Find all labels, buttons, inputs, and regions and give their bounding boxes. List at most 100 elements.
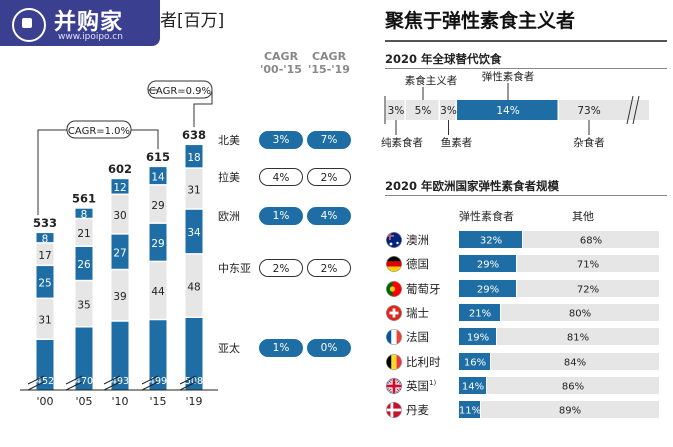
- left-chart-title: 者[百万]: [160, 11, 225, 31]
- flexitarian-value: 14%: [462, 381, 484, 392]
- global-diet-rule: [385, 68, 667, 69]
- country-name: 法国: [406, 329, 429, 345]
- bar-label-3: 17: [38, 250, 51, 262]
- germany-flag-icon: [386, 256, 402, 273]
- cagr-header-1-period: '00-'15: [260, 63, 302, 76]
- country-bar: 14% 86%: [459, 376, 659, 394]
- right-panel-title: 聚焦于弹性素食主义者: [385, 10, 576, 32]
- flexitarian-value: 11%: [459, 406, 481, 417]
- diet-category-label: 鱼素者: [441, 136, 473, 149]
- country-name-text: 德国: [406, 257, 429, 272]
- col-header-flexitarian: 弹性素食者: [459, 210, 514, 223]
- cagr-pill-1: 2%: [259, 259, 303, 277]
- bar-label-asia: 508: [185, 376, 203, 387]
- portugal-flag-icon: [386, 280, 402, 297]
- diet-category-label: 弹性素食者: [482, 70, 535, 83]
- australia-flag-icon: [386, 232, 402, 248]
- x-tick-label: '05: [75, 395, 92, 408]
- bar-total-label: 533: [33, 216, 57, 230]
- bar-segment-1: [185, 254, 203, 317]
- other-bar: [487, 376, 659, 394]
- bar-segment-4: [185, 145, 203, 168]
- logo-url: www.ipoipo.cn: [58, 32, 123, 42]
- country-name: 丹麦: [406, 402, 429, 418]
- bar-label-4: 8: [42, 233, 49, 245]
- cagr-callout-00-15-text: CAGR=1.0%: [68, 126, 130, 137]
- country-bar: 21% 80%: [459, 303, 659, 321]
- flexitarian-value: 19%: [467, 333, 489, 344]
- bar-segment-2: [111, 234, 129, 269]
- country-bar: 29% 72%: [459, 279, 659, 297]
- other-bar: [481, 401, 659, 419]
- diet-value-label: 3%: [440, 105, 457, 117]
- bar-label-3: 30: [113, 210, 126, 222]
- cagr-pill-2: 4%: [307, 207, 351, 225]
- bar-total-label: 602: [108, 162, 132, 176]
- bar-label-1: 44: [151, 286, 165, 298]
- x-tick-label: '19: [185, 395, 202, 408]
- global-diet-title: 2020 年全球替代饮食: [385, 52, 502, 66]
- country-name: 葡萄牙: [406, 281, 441, 297]
- bar-label-4: 12: [113, 182, 126, 194]
- diet-value-label: 5%: [415, 105, 432, 117]
- region-label: 中东亚: [218, 262, 251, 275]
- x-tick-label: '00: [36, 395, 53, 408]
- bar-label-2: 27: [113, 247, 126, 259]
- diet-category-label: 纯素食者: [381, 136, 423, 149]
- bar-label-asia: 452: [36, 376, 54, 387]
- logo-icon: [12, 8, 46, 42]
- other-bar: [517, 279, 659, 297]
- bar-segment-3: [111, 195, 129, 234]
- belgium-flag-icon: [386, 353, 402, 370]
- bar-segment-2: [185, 209, 203, 254]
- cagr-pill-2: 0%: [307, 339, 351, 357]
- bar-label-4: 18: [187, 152, 200, 164]
- bar-label-2: 25: [38, 278, 51, 290]
- country-bar: 16% 84%: [459, 352, 659, 370]
- europe-scale-title: 2020 年欧洲国家弹性素食者规模: [385, 179, 560, 193]
- bar-label-1: 48: [187, 281, 200, 293]
- bar-label-2: 26: [77, 259, 91, 271]
- bar-stack-0: 452 31 25 17 8 533: [33, 216, 57, 390]
- flexitarian-bar: [459, 328, 496, 346]
- cagr-pill-1: 1%: [259, 207, 303, 225]
- country-name-text: 葡萄牙: [406, 281, 441, 296]
- flexitarian-bar: [459, 376, 486, 394]
- bar-segment-1: [36, 299, 54, 339]
- cagr-pill-1: 1%: [259, 339, 303, 357]
- bar-segment-1: [111, 270, 129, 321]
- diet-value-label: 3%: [388, 105, 405, 117]
- col-header-other: 其他: [572, 210, 594, 223]
- cagr-callout-15-19-text: CAGR=0.9%: [149, 86, 211, 97]
- country-bar: 19% 81%: [459, 328, 659, 346]
- uk-flag-icon: [386, 377, 402, 394]
- x-tick-label: '15: [149, 395, 166, 408]
- x-tick-label: '10: [111, 395, 128, 408]
- bar-label-3: 31: [187, 184, 200, 196]
- france-flag-icon: [386, 329, 402, 346]
- cagr-pill-2: 7%: [307, 131, 351, 149]
- axis-break: [27, 375, 197, 391]
- other-value: 86%: [562, 381, 584, 392]
- country-name: 瑞士: [406, 305, 429, 321]
- flexitarian-value: 21%: [469, 308, 491, 319]
- flexitarian-value: 16%: [464, 357, 486, 368]
- diet-value-label: 73%: [577, 105, 600, 117]
- bar-label-asia: 470: [75, 376, 93, 387]
- country-name: 比利时: [406, 354, 441, 370]
- cagr-header-2-label: CAGR: [311, 50, 347, 63]
- country-name-text: 英国: [406, 378, 429, 393]
- bar-segment-asia: [111, 321, 129, 390]
- bar-label-2: 29: [151, 238, 164, 250]
- country-name: 德国: [406, 256, 429, 272]
- bar-label-asia: 493: [111, 376, 129, 387]
- flexitarian-bar: [459, 303, 500, 321]
- region-label: 北美: [218, 134, 240, 147]
- country-name-text: 瑞士: [406, 305, 429, 320]
- watermark-logo: 并购家 www.ipoipo.cn: [0, 0, 160, 46]
- flexitarian-bar: [459, 255, 516, 273]
- bar-stack-2: 493 39 27 30 12 602: [108, 162, 132, 390]
- bar-segment-asia: [185, 318, 203, 390]
- bar-segment-3: [75, 219, 93, 246]
- flexitarian-bar: [459, 401, 480, 419]
